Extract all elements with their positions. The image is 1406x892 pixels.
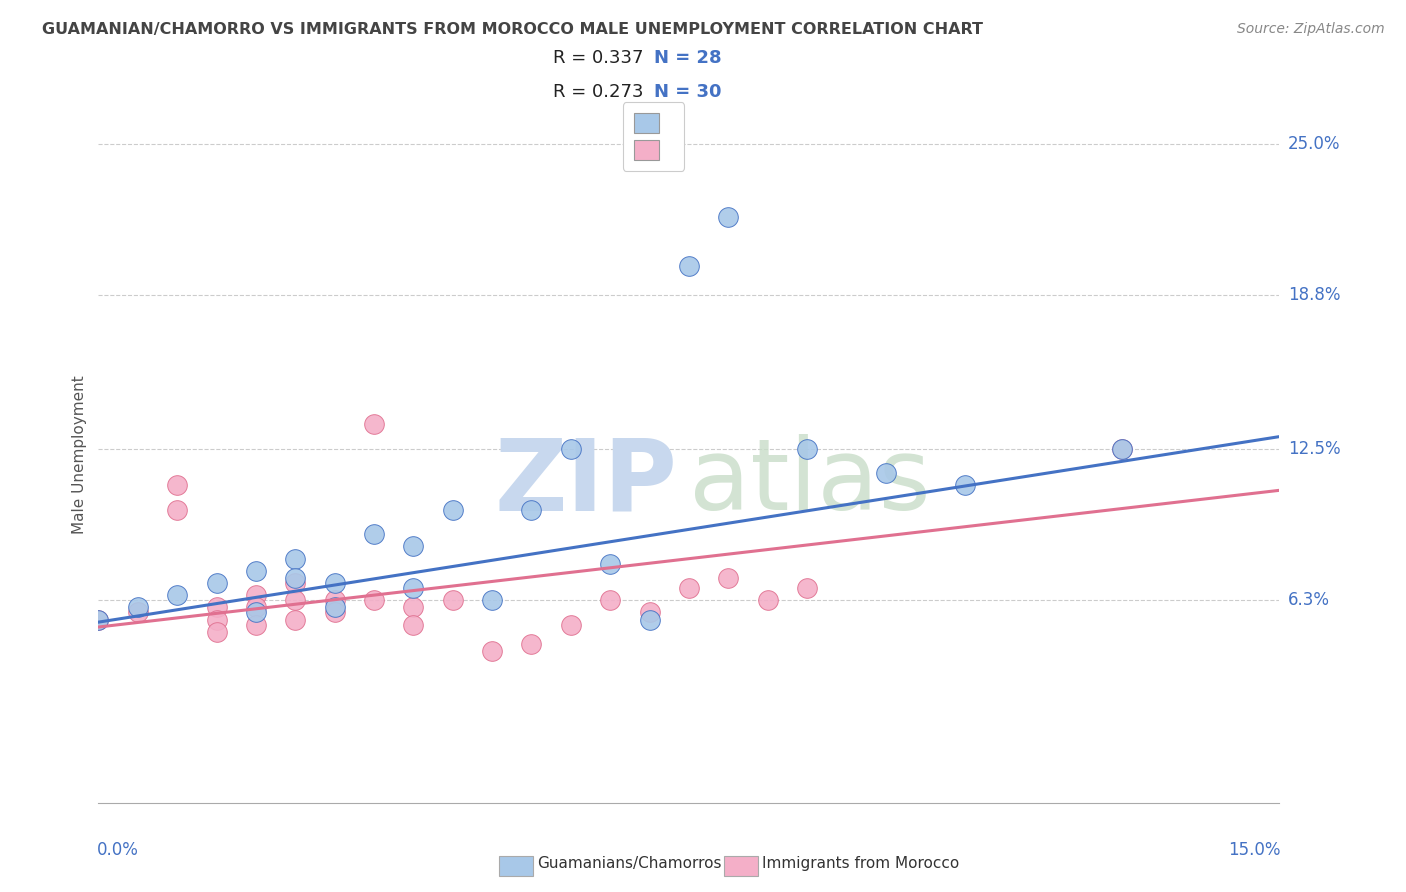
Point <box>796 442 818 456</box>
Point <box>875 467 897 481</box>
Point <box>481 593 503 607</box>
Point <box>678 259 700 273</box>
Point <box>284 576 307 591</box>
Text: N = 28: N = 28 <box>654 49 721 67</box>
Point <box>441 503 464 517</box>
Point <box>166 478 188 492</box>
Point <box>402 581 425 595</box>
Point <box>520 637 543 651</box>
Point <box>323 593 346 607</box>
Point <box>638 606 661 620</box>
Point <box>638 613 661 627</box>
Text: Guamanians/Chamorros: Guamanians/Chamorros <box>537 856 721 871</box>
Point <box>284 593 307 607</box>
Point <box>87 613 110 627</box>
Y-axis label: Male Unemployment: Male Unemployment <box>72 376 87 534</box>
Legend: , : , <box>623 103 685 171</box>
Point <box>127 600 149 615</box>
Text: 15.0%: 15.0% <box>1229 841 1281 859</box>
Point <box>127 606 149 620</box>
Text: atlas: atlas <box>689 434 931 532</box>
Text: R = 0.273: R = 0.273 <box>553 83 661 101</box>
Text: Immigrants from Morocco: Immigrants from Morocco <box>762 856 959 871</box>
Point <box>756 593 779 607</box>
Point <box>402 600 425 615</box>
Point <box>560 442 582 456</box>
Point <box>1111 442 1133 456</box>
Point <box>796 581 818 595</box>
Text: 18.8%: 18.8% <box>1288 286 1340 304</box>
Text: GUAMANIAN/CHAMORRO VS IMMIGRANTS FROM MOROCCO MALE UNEMPLOYMENT CORRELATION CHAR: GUAMANIAN/CHAMORRO VS IMMIGRANTS FROM MO… <box>42 22 983 37</box>
Point <box>245 564 267 578</box>
Text: ZIP: ZIP <box>495 434 678 532</box>
Text: 12.5%: 12.5% <box>1288 440 1340 458</box>
Point <box>205 613 228 627</box>
Point <box>245 617 267 632</box>
Point <box>599 593 621 607</box>
Text: Source: ZipAtlas.com: Source: ZipAtlas.com <box>1237 22 1385 37</box>
Point <box>245 588 267 602</box>
Point <box>323 600 346 615</box>
Point <box>323 606 346 620</box>
Point <box>205 576 228 591</box>
Point <box>953 478 976 492</box>
Point <box>560 617 582 632</box>
Point <box>402 540 425 554</box>
Point <box>599 557 621 571</box>
Point <box>402 617 425 632</box>
Point <box>284 571 307 585</box>
Text: 0.0%: 0.0% <box>97 841 139 859</box>
Point <box>1111 442 1133 456</box>
Point <box>284 551 307 566</box>
Point <box>363 417 385 432</box>
Point <box>678 581 700 595</box>
Text: N = 30: N = 30 <box>654 83 721 101</box>
Point <box>323 576 346 591</box>
Point <box>363 527 385 541</box>
Point <box>481 644 503 658</box>
Point <box>520 503 543 517</box>
Point <box>363 593 385 607</box>
Point <box>717 571 740 585</box>
Point <box>205 600 228 615</box>
Point <box>87 613 110 627</box>
Point <box>205 624 228 639</box>
Text: 6.3%: 6.3% <box>1288 591 1330 609</box>
Point <box>245 606 267 620</box>
Point <box>166 503 188 517</box>
Point <box>166 588 188 602</box>
Text: R = 0.337: R = 0.337 <box>553 49 661 67</box>
Point <box>717 210 740 224</box>
Text: 25.0%: 25.0% <box>1288 135 1340 153</box>
Point <box>284 613 307 627</box>
Point <box>245 600 267 615</box>
Point <box>441 593 464 607</box>
